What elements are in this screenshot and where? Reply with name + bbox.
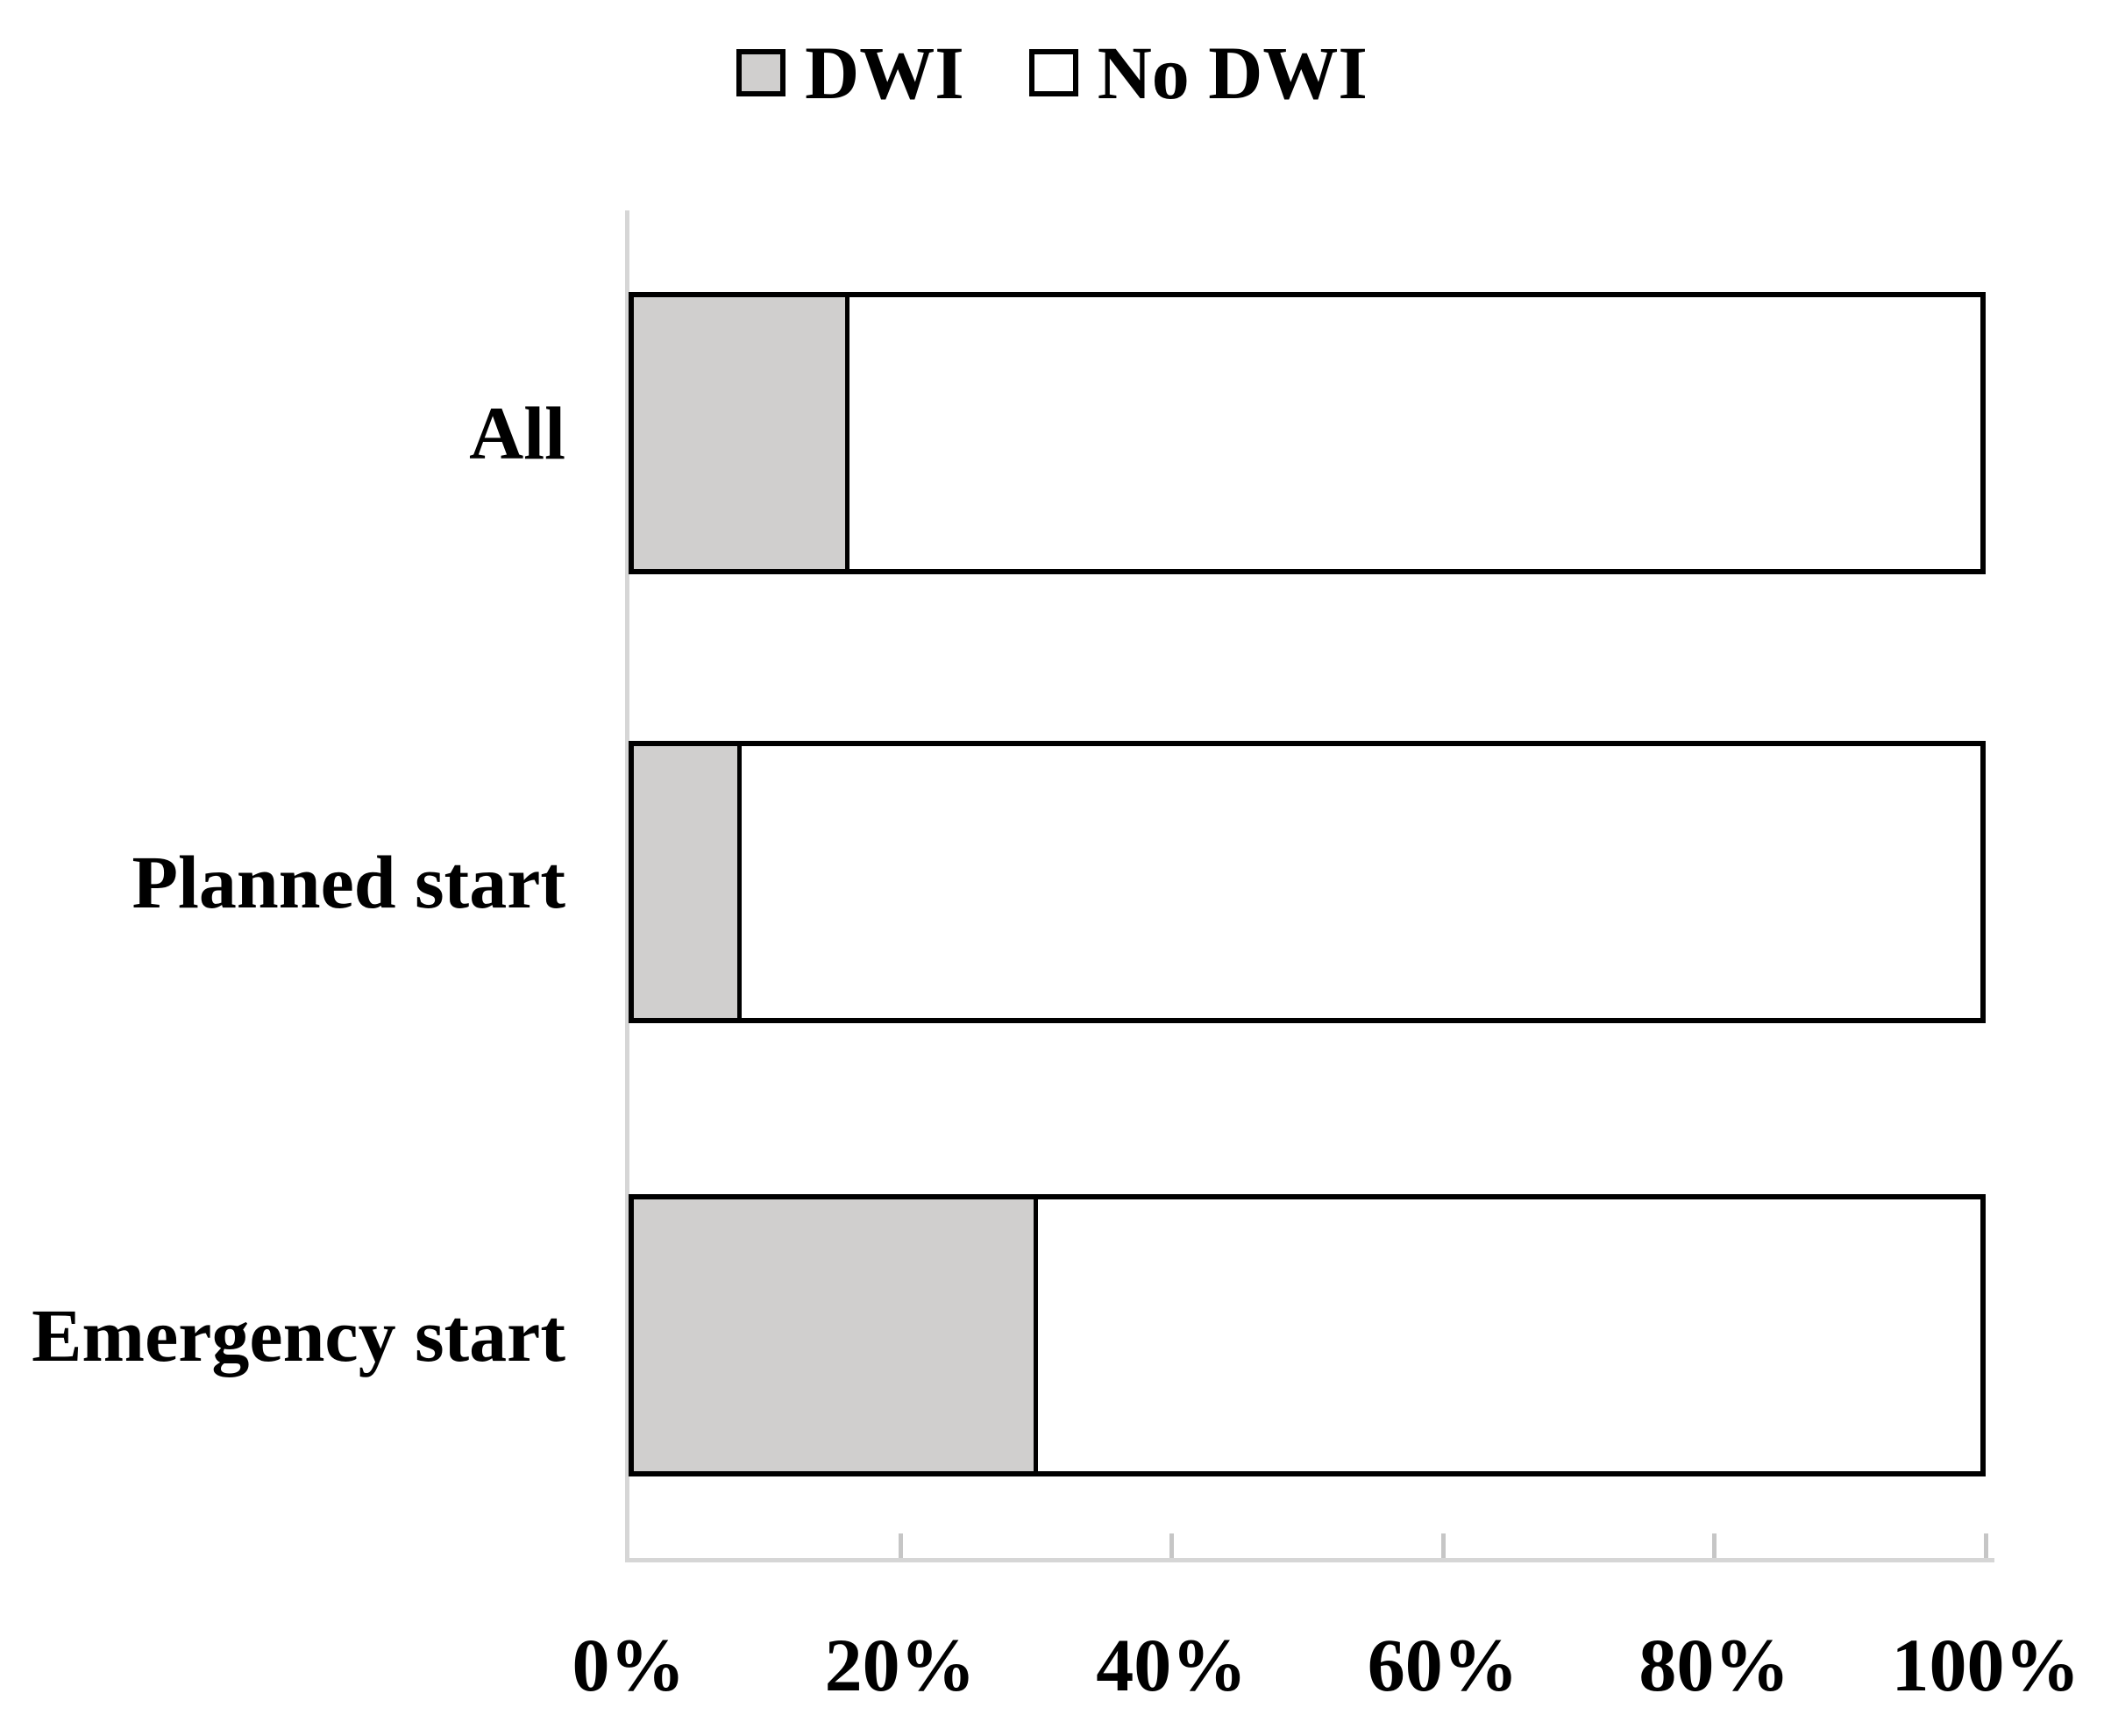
x-tick-label-100pct: 100% (1891, 1623, 2080, 1707)
plot-area (625, 210, 1994, 1562)
legend-swatch-dwi-icon (736, 49, 786, 96)
x-tick-label-20pct: 20% (824, 1623, 976, 1707)
legend-label-nodwi: No DWI (1097, 31, 1368, 115)
category-label-all: All (469, 391, 565, 475)
category-label-emergency-start: Emergency start (32, 1293, 565, 1377)
bar-segment-dwi (634, 746, 742, 1018)
x-axis-tick (898, 1533, 903, 1558)
legend-label-dwi: DWI (805, 31, 964, 115)
bar-segment-dwi (634, 1199, 1038, 1471)
x-axis-tick (1169, 1533, 1175, 1558)
bar-emergency-start (629, 1194, 1986, 1476)
x-axis-line (625, 1558, 1994, 1562)
x-axis-tick (1712, 1533, 1717, 1558)
legend-item-nodwi: No DWI (1028, 31, 1368, 115)
y-axis-line (625, 210, 629, 1562)
x-tick-label-80pct: 80% (1638, 1623, 1790, 1707)
legend-swatch-nodwi-icon (1028, 49, 1078, 96)
x-axis-tick (1984, 1533, 1988, 1558)
bar-all (629, 292, 1986, 574)
x-tick-label-40pct: 40% (1096, 1623, 1247, 1707)
category-label-planned-start: Planned start (132, 840, 566, 924)
x-tick-label-60pct: 60% (1367, 1623, 1518, 1707)
bar-planned-start (629, 741, 1986, 1023)
x-tick-label-0pct: 0% (572, 1623, 686, 1707)
legend-item-dwi: DWI (736, 35, 964, 110)
x-axis-tick (1440, 1533, 1446, 1558)
legend: DWI No DWI (0, 35, 2104, 110)
bar-segment-dwi (634, 297, 849, 569)
